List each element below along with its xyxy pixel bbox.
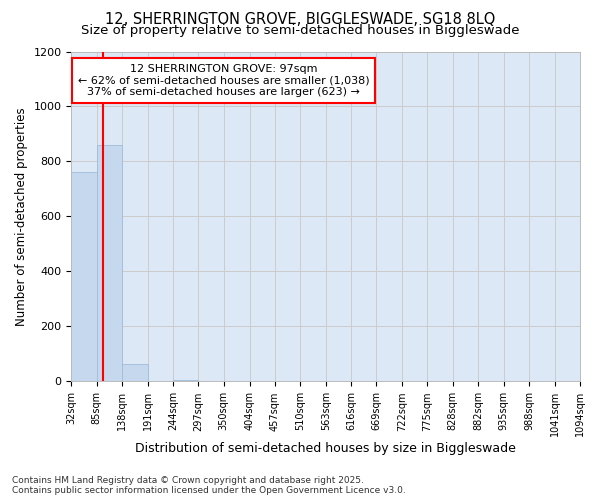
Text: 12, SHERRINGTON GROVE, BIGGLESWADE, SG18 8LQ: 12, SHERRINGTON GROVE, BIGGLESWADE, SG18… <box>105 12 495 28</box>
Bar <box>173 380 199 382</box>
Bar <box>199 381 224 382</box>
Bar <box>97 145 122 382</box>
Text: Size of property relative to semi-detached houses in Biggleswade: Size of property relative to semi-detach… <box>81 24 519 37</box>
Bar <box>148 380 173 382</box>
X-axis label: Distribution of semi-detached houses by size in Biggleswade: Distribution of semi-detached houses by … <box>135 442 516 455</box>
Bar <box>122 364 148 382</box>
Bar <box>224 381 250 382</box>
Text: Contains HM Land Registry data © Crown copyright and database right 2025.
Contai: Contains HM Land Registry data © Crown c… <box>12 476 406 495</box>
Bar <box>71 172 97 382</box>
Y-axis label: Number of semi-detached properties: Number of semi-detached properties <box>15 107 28 326</box>
Bar <box>250 381 275 382</box>
Text: 12 SHERRINGTON GROVE: 97sqm
← 62% of semi-detached houses are smaller (1,038)
37: 12 SHERRINGTON GROVE: 97sqm ← 62% of sem… <box>78 64 370 97</box>
